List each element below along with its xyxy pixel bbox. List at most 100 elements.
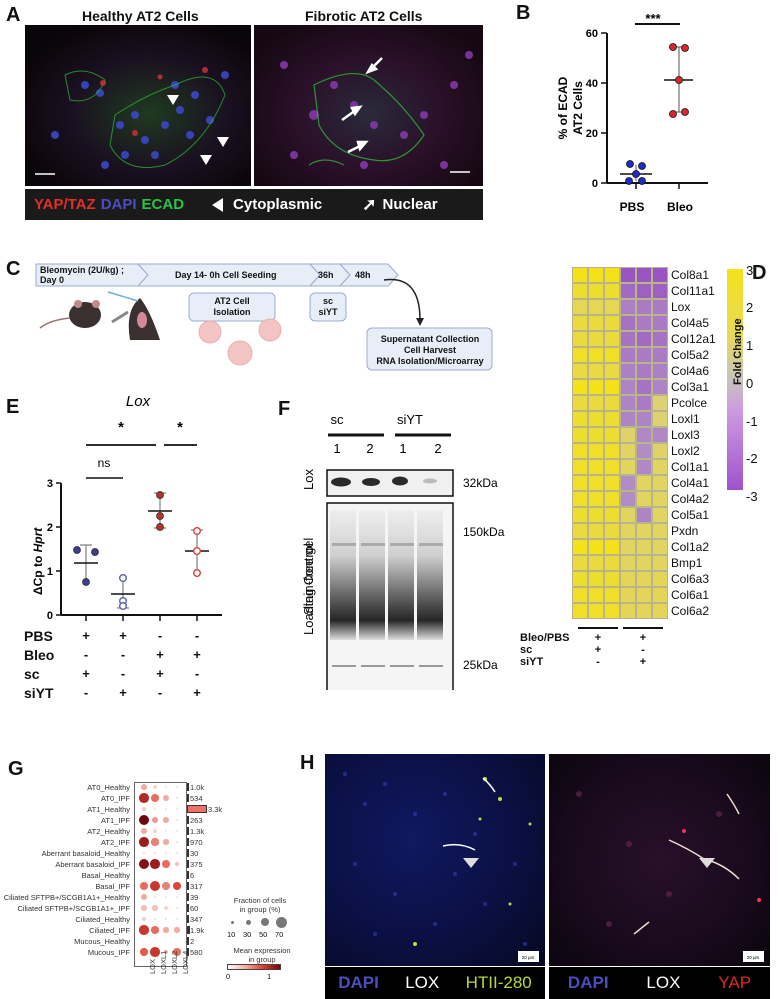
heatmap-cell	[620, 571, 636, 587]
heatmap-cell	[588, 523, 604, 539]
heatmap-cell	[588, 427, 604, 443]
heatmap-cell	[572, 603, 588, 619]
heatmap-cell	[620, 555, 636, 571]
heatmap-cell	[636, 475, 652, 491]
dotplot-dot	[163, 949, 169, 955]
heatmap-cell	[588, 491, 604, 507]
dotplot-dot	[140, 783, 148, 791]
legend-dapi: DAPI	[100, 196, 137, 213]
colorbar-label: Fold Change	[732, 318, 744, 385]
dotplot-count-bar	[187, 948, 189, 956]
heatmap-cell	[604, 347, 620, 363]
micrograph-healthy-overlay	[35, 67, 229, 175]
dotplot-dot	[142, 851, 146, 855]
svg-text:AT2 Cells: AT2 Cells	[571, 81, 585, 135]
svg-text:32kDa: 32kDa	[463, 476, 498, 490]
dotplot-dot	[153, 917, 157, 921]
dotplot-dot	[175, 785, 179, 789]
panel-a-title-healthy: Healthy AT2 Cells	[82, 8, 199, 24]
heatmap-cell	[636, 299, 652, 315]
heatmap-cell	[572, 587, 588, 603]
heatmap-cell	[572, 315, 588, 331]
gene-label: Col4a5	[671, 316, 710, 330]
heatmap-cell	[652, 283, 668, 299]
dotplot-dot	[138, 858, 150, 870]
gene-label: Loxl1	[671, 412, 700, 426]
dotplot-dot	[175, 818, 179, 822]
dotplot-dot	[150, 947, 160, 957]
dotplot-dot	[152, 905, 158, 911]
dotplot-count-bar	[187, 926, 190, 934]
dotplot-count: 2	[190, 937, 195, 946]
arrowhead-marker	[463, 858, 479, 868]
heatmap-cell	[620, 283, 636, 299]
heatmap-cell	[604, 283, 620, 299]
heatmap-cell	[604, 395, 620, 411]
gene-label: Bmp1	[671, 556, 703, 570]
heatmap-cell	[652, 395, 668, 411]
heatmap-cell	[588, 507, 604, 523]
panel-b-chart: *** 0 20 40 60 % of ECAD AT2 Cells PBS B…	[500, 0, 778, 230]
heatmap-cell	[604, 315, 620, 331]
dotplot-dot	[139, 837, 149, 847]
heatmap-cell	[636, 379, 652, 395]
dotplot-dot	[175, 917, 179, 921]
legend-ecad: ECAD	[141, 196, 185, 213]
dotplot-count: 1.9k	[190, 926, 205, 935]
gene-label: Col8a1	[671, 268, 710, 282]
dotplot-dot	[174, 927, 180, 933]
svg-text:siYT: siYT	[318, 307, 338, 317]
svg-text:RNA Isolation/Microarray: RNA Isolation/Microarray	[376, 356, 483, 366]
svg-text:150kDa: 150kDa	[463, 525, 505, 539]
dotplot-group-label: AT1_IPF	[100, 816, 130, 825]
box-treatment	[309, 292, 347, 322]
dotplot-count: 60	[190, 904, 199, 913]
heatmap-cell	[604, 331, 620, 347]
dotplot-dot	[139, 881, 149, 891]
heatmap-cell	[620, 603, 636, 619]
panel-h-label: H	[300, 752, 315, 774]
heatmap-cell	[572, 395, 588, 411]
dotplot-group-label: AT0_Healthy	[87, 783, 130, 792]
panel-g-label: G	[8, 758, 24, 780]
dotplot-group-label: AT0_IPF	[100, 794, 130, 803]
svg-text:siYT: siYT	[397, 412, 423, 427]
dotplot-gene-label: LOXL2	[170, 950, 179, 974]
heatmap-cell	[620, 427, 636, 443]
panel-a-legend-bar: YAP/TAZ DAPI ECAD Cytoplasmic ➚ Nuclear	[25, 189, 483, 220]
svg-text:2: 2	[434, 441, 441, 456]
heatmap-cell	[620, 379, 636, 395]
gene-label: Loxl2	[671, 444, 700, 458]
heatmap-cell	[620, 475, 636, 491]
heatmap-cell	[620, 491, 636, 507]
heatmap-cell	[652, 491, 668, 507]
heatmap-cell	[588, 363, 604, 379]
heatmap-cell	[572, 523, 588, 539]
dotplot-count: 534	[190, 794, 203, 803]
heatmap-cell	[588, 267, 604, 283]
svg-text:48h: 48h	[355, 270, 371, 280]
heatmap-cell	[588, 395, 604, 411]
svg-text:2: 2	[47, 522, 53, 534]
dotplot-group-label: Aberrant basaloid_IPF	[55, 860, 130, 869]
dotplot-dot	[138, 814, 150, 826]
dotplot-group-label: AT2_IPF	[100, 838, 130, 847]
dotplot-dot	[141, 828, 147, 834]
heatmap-cell	[652, 443, 668, 459]
dotplot-dot	[141, 905, 147, 911]
dotplot-dot	[149, 880, 161, 892]
heatmap-cell	[604, 459, 620, 475]
dotplot: AT0_Healthy 1.0k AT0_IPF 534 AT1_Healthy 3.3k…	[0, 782, 260, 999]
gene-label: Col5a1	[671, 508, 710, 522]
svg-text:Day 14- 0h Cell Seeding: Day 14- 0h Cell Seeding	[175, 270, 277, 280]
heatmap-cell	[636, 395, 652, 411]
panel-e-label: E	[6, 396, 20, 418]
dotplot-dot	[151, 926, 159, 934]
svg-text:Day 0: Day 0	[40, 275, 64, 285]
heatmap-cell	[588, 571, 604, 587]
heatmap-cell	[652, 267, 668, 283]
heatmap-cell	[572, 539, 588, 555]
heatmap-cell	[588, 379, 604, 395]
heatmap-cell	[588, 299, 604, 315]
svg-text:*: *	[118, 419, 124, 436]
